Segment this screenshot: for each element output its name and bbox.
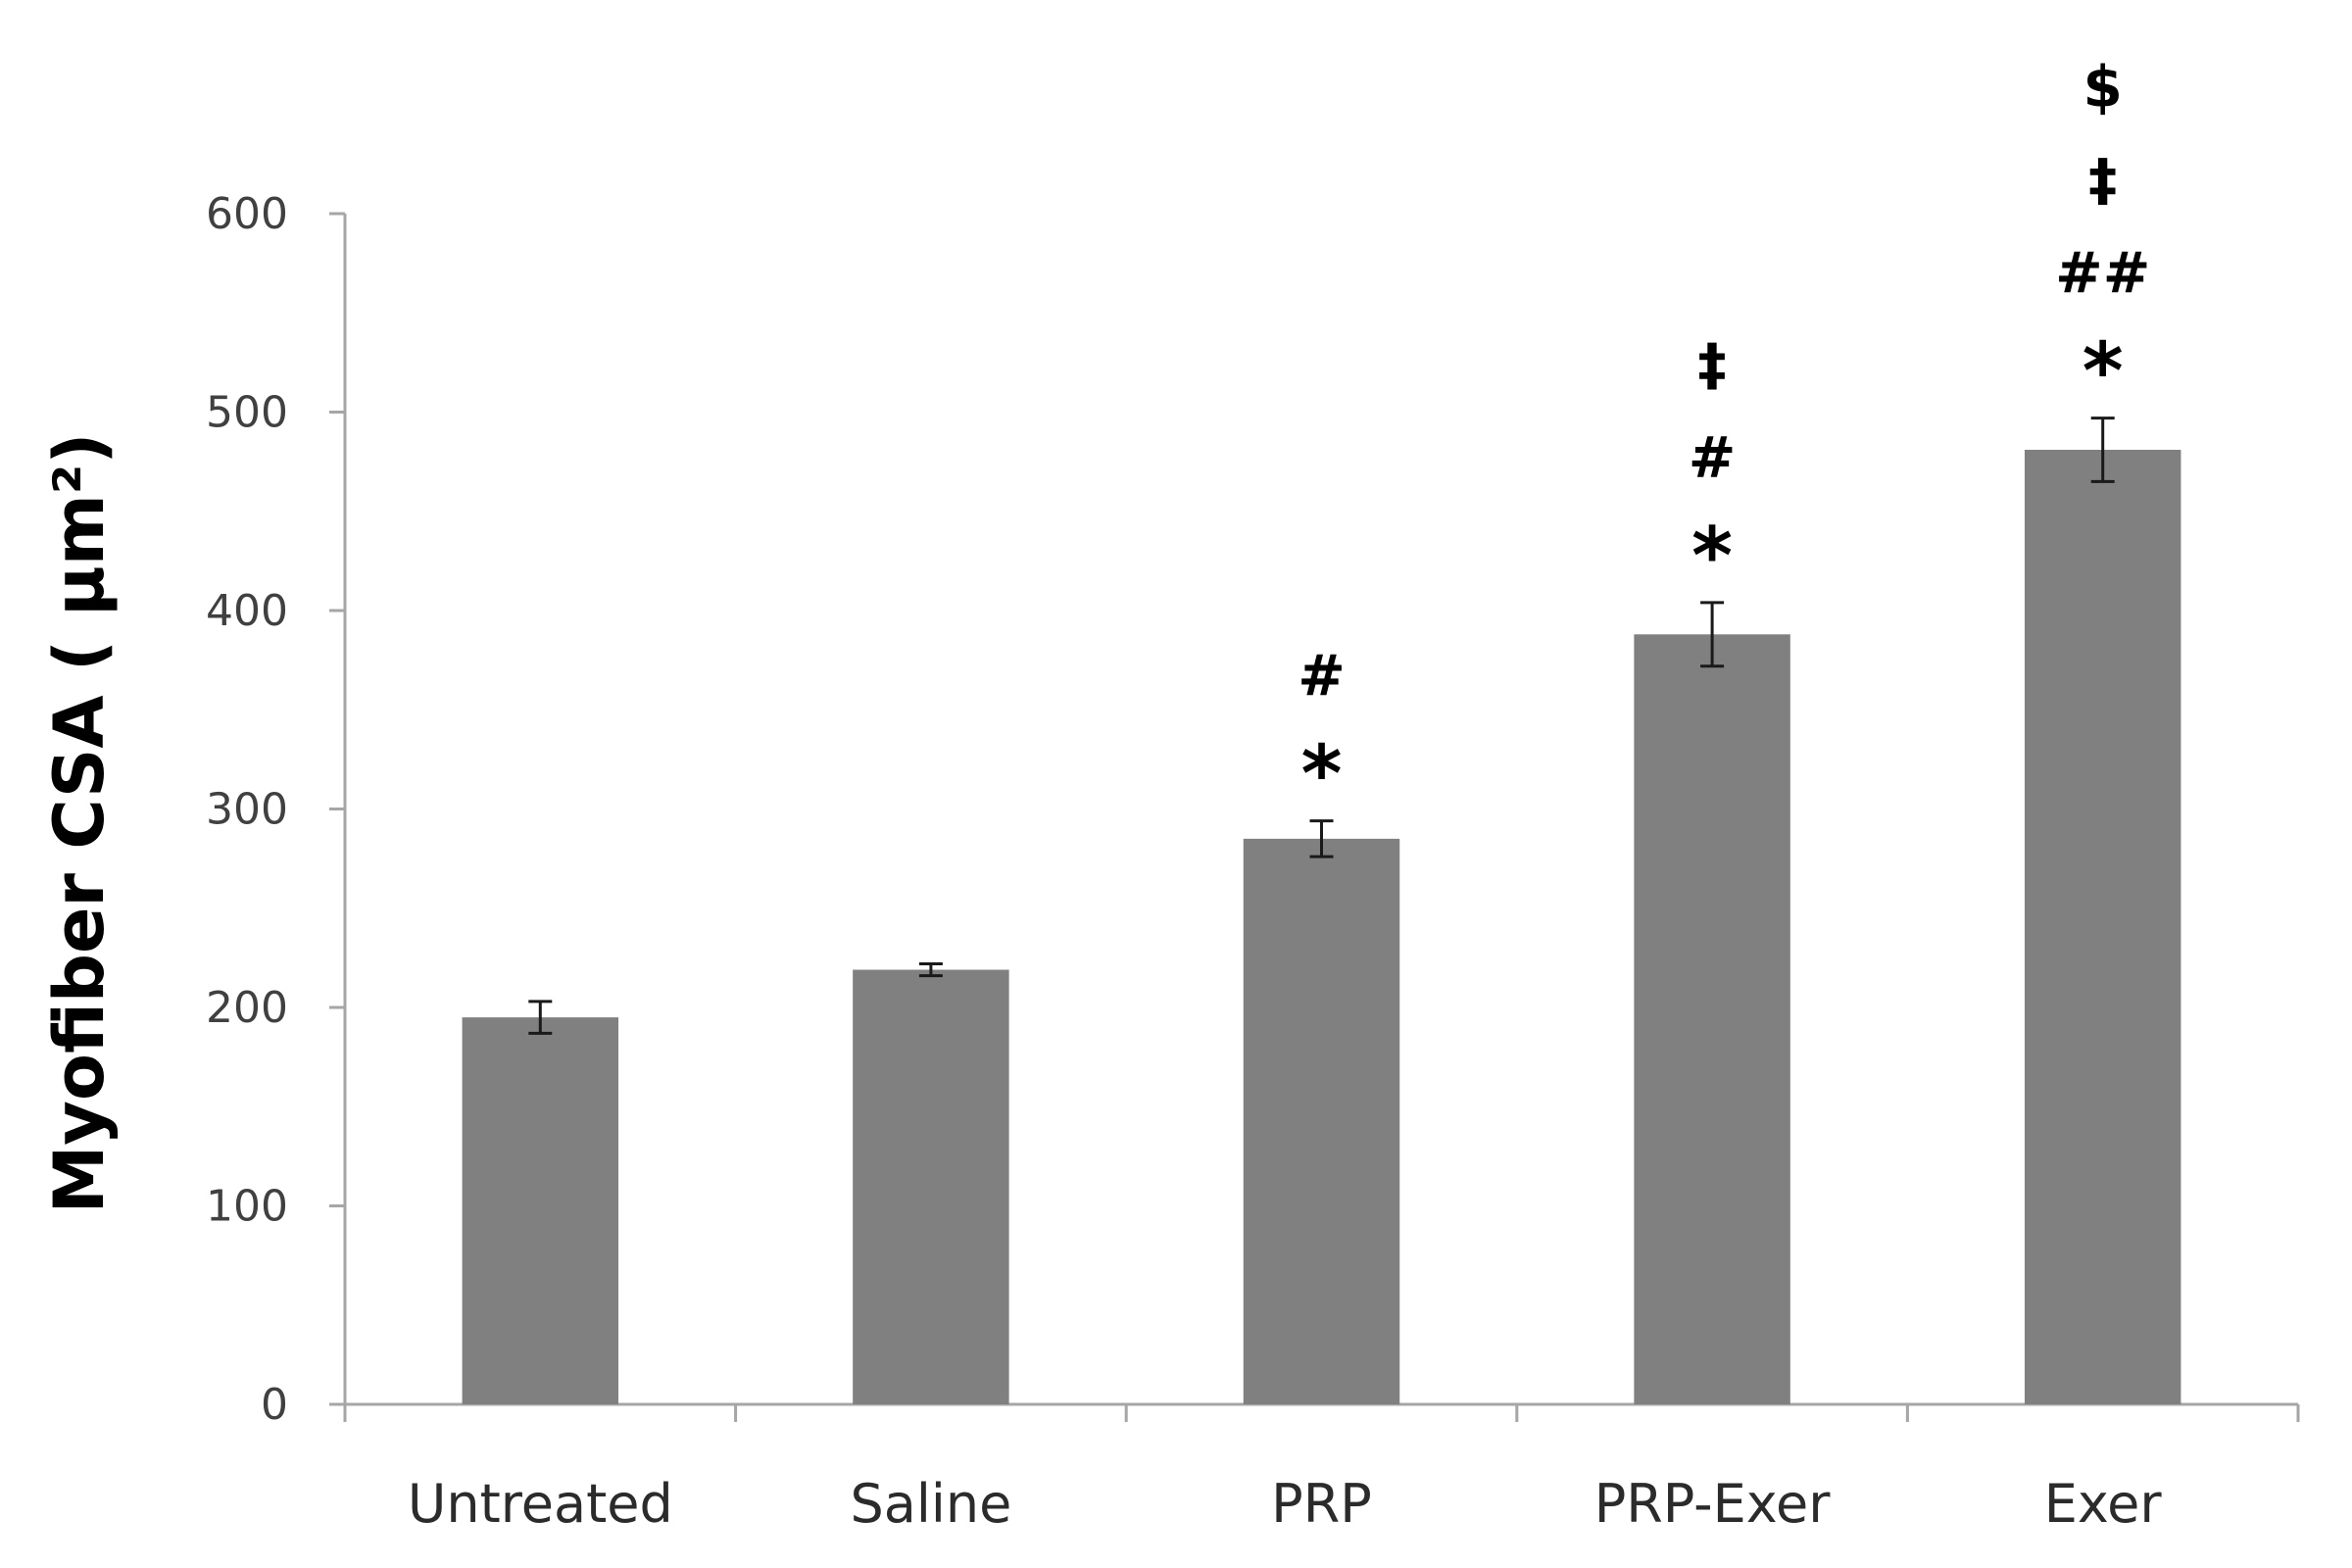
x-category-label: PRP-Exer: [1594, 1473, 1832, 1535]
x-category-label: Untreated: [408, 1473, 673, 1535]
bar-saline: [853, 969, 1009, 1404]
bar-exer: [2024, 449, 2181, 1405]
significance-annotations-group: * # * # ‡ * ## ‡ $: [1298, 54, 2150, 820]
significance-marker: ‡: [1698, 331, 1727, 398]
bar-prp: [1243, 838, 1400, 1404]
significance-marker: *: [1691, 511, 1733, 602]
significance-marker: ‡: [2088, 147, 2117, 214]
significance-marker: #: [1689, 424, 1737, 491]
y-tick-label: 400: [206, 586, 288, 636]
y-tick-label: 0: [261, 1380, 288, 1430]
bar-prp-exer: [1634, 634, 1790, 1404]
significance-marker: $: [2083, 54, 2123, 121]
x-category-label: Exer: [2044, 1473, 2163, 1535]
error-bars-group: [528, 416, 2115, 1035]
bars-group: [462, 449, 2181, 1405]
x-category-label: PRP: [1271, 1473, 1372, 1535]
significance-marker: *: [1301, 729, 1343, 820]
y-tick-label: 500: [206, 388, 288, 438]
significance-marker: #: [1298, 643, 1346, 710]
y-tick-label: 100: [206, 1182, 288, 1232]
bar-untreated: [462, 1017, 619, 1404]
axes-group: [329, 212, 2300, 1422]
x-category-label: Saline: [850, 1473, 1011, 1535]
significance-marker: *: [2082, 326, 2124, 417]
y-tick-label: 200: [206, 983, 288, 1033]
significance-marker: ##: [2055, 240, 2150, 307]
labels-group: 0 100 200 300 400 500 600 Untreated Saline PRP PRP…: [206, 189, 2162, 1535]
y-axis-title: Myofiber CSA ( μm²): [39, 433, 120, 1214]
y-tick-label: 300: [206, 785, 288, 835]
y-tick-label: 600: [206, 189, 288, 239]
